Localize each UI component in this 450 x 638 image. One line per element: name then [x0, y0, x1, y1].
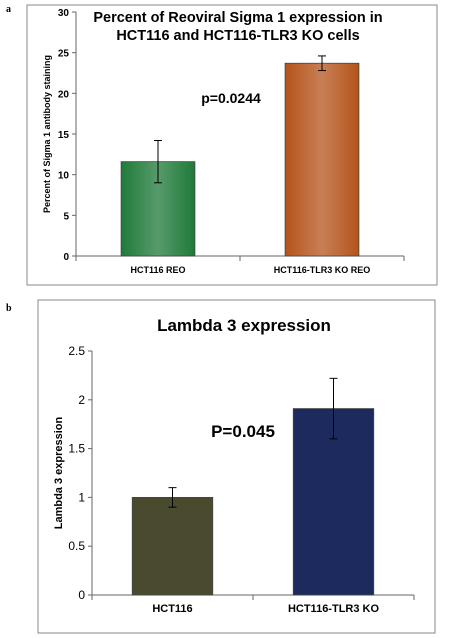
chart-a-title-line-2: HCT116 and HCT116-TLR3 KO cells — [116, 28, 359, 44]
chart-a-y-tick-label: 10 — [58, 171, 70, 182]
chart-a-y-tick-label: 25 — [58, 49, 70, 60]
chart-a-y-axis-label: Percent of Sigma 1 antibody staining — [42, 55, 52, 213]
chart-a-y-tick-label: 30 — [58, 8, 70, 19]
panel-a-label: a — [6, 4, 11, 15]
chart-a-y-tick-label: 20 — [58, 89, 70, 100]
chart-a-y-tick-label: 15 — [58, 130, 70, 141]
chart-a-category-label-2: HCT116-TLR3 KO REO — [274, 265, 371, 275]
chart-a-frame — [26, 4, 438, 286]
chart-a-p-value-annotation: p=0.0244 — [201, 90, 261, 106]
chart-a-category-label-1: HCT116 REO — [130, 265, 185, 275]
chart-a-y-tick-label: 0 — [63, 252, 69, 263]
chart-a-title-line-1: Percent of Reoviral Sigma 1 expression i… — [93, 10, 382, 26]
panel-b-label: b — [6, 303, 12, 314]
chart-a-y-tick-label: 5 — [63, 211, 69, 222]
chart-a-bar-2 — [284, 62, 360, 257]
